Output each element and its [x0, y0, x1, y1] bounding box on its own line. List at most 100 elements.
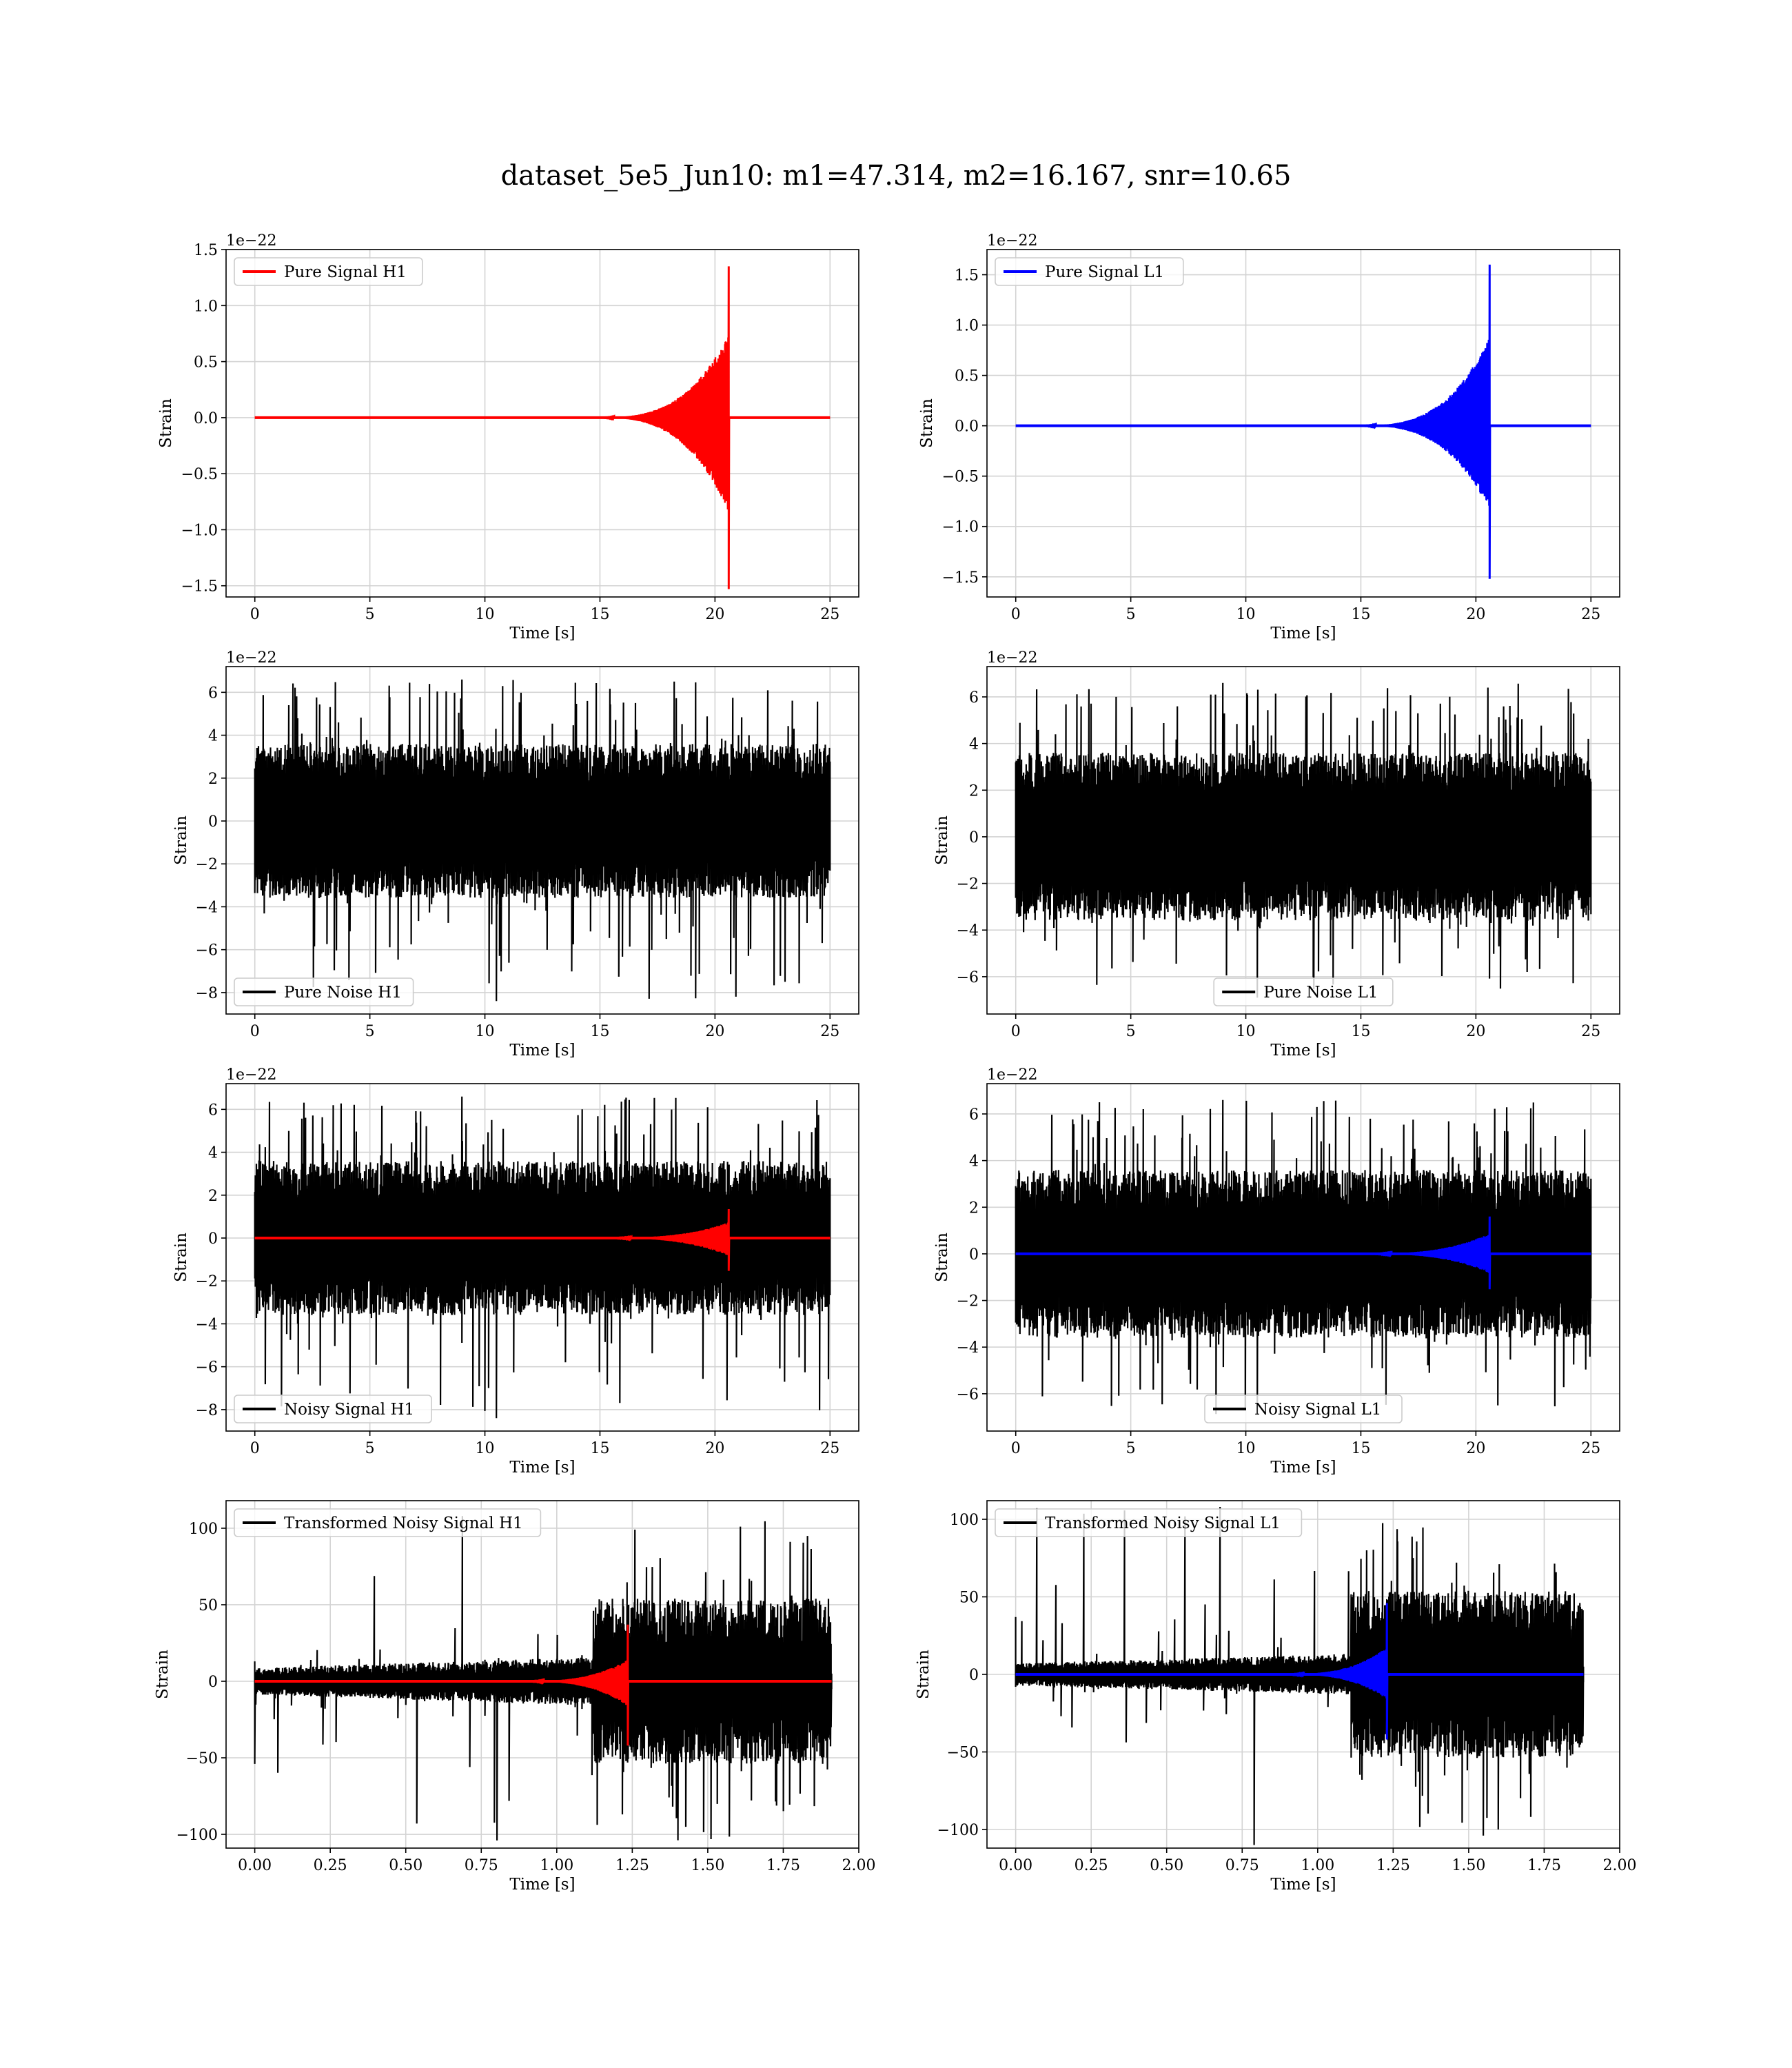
- y-tick-label: 1.5: [194, 242, 218, 259]
- y-axis-label: Strain: [172, 815, 190, 865]
- y-tick-label: 0: [969, 1667, 979, 1684]
- plot-area: [254, 266, 831, 589]
- x-tick-label: 20: [1466, 606, 1485, 623]
- legend-label: Transformed Noisy Signal H1: [284, 1514, 523, 1532]
- y-tick-label: −2: [196, 1273, 218, 1290]
- legend-box: [234, 257, 423, 286]
- legend-box: [995, 257, 1184, 286]
- x-ticks: 0.00 0.25 0.50 0.75 1.00 1.25 1.50 1.75 2.00: [238, 1848, 875, 1874]
- y-tick-label: −4: [957, 1339, 979, 1357]
- plot-area: [254, 679, 831, 1002]
- legend: Pure Signal H1: [234, 257, 423, 286]
- legend-box: [995, 1508, 1303, 1537]
- x-tick-label: 5: [365, 1023, 375, 1040]
- x-tick-label: 0.25: [314, 1857, 347, 1874]
- legend-box: [234, 1395, 432, 1423]
- y-tick-label: 1.0: [955, 318, 979, 335]
- x-tick-label: 0.25: [1075, 1857, 1108, 1874]
- axes-frame: [986, 1083, 1620, 1432]
- x-tick-label: 0.75: [465, 1857, 498, 1874]
- legend-label: Transformed Noisy Signal L1: [1045, 1514, 1281, 1532]
- x-tick-label: 25: [820, 606, 839, 623]
- legend-box: [234, 977, 414, 1006]
- y-tick-label: 0: [208, 1674, 218, 1691]
- x-tick-label: 5: [1126, 606, 1136, 623]
- x-axis-label: Time [s]: [1270, 1042, 1336, 1060]
- offset-text: 1e−22: [987, 232, 1037, 250]
- x-tick-label: 0.75: [1225, 1857, 1259, 1874]
- y-tick-label: −0.5: [181, 466, 218, 483]
- x-tick-label: 5: [1126, 1023, 1136, 1040]
- legend: Noisy Signal L1: [1204, 1395, 1403, 1423]
- y-tick-label: 0.0: [955, 418, 979, 436]
- x-axis-label: Time [s]: [509, 1459, 575, 1477]
- axes-frame: [225, 249, 859, 598]
- y-tick-label: −1.5: [942, 569, 979, 587]
- x-tick-label: 15: [1351, 1440, 1370, 1457]
- y-ticks: −8 −6 −4 −2 0 2 4 6: [196, 685, 226, 1002]
- plot-area: [1015, 1506, 1585, 1845]
- offset-text: 1e−22: [987, 1066, 1037, 1084]
- pure-noise-h1-line: [254, 679, 831, 1002]
- x-ticks: 0 5 10 15 20 25: [250, 597, 839, 623]
- y-tick-label: 0: [969, 1246, 979, 1264]
- x-tick-label: 1.75: [766, 1857, 800, 1874]
- x-tick-label: 5: [1126, 1440, 1136, 1457]
- legend-box: [1213, 977, 1394, 1006]
- x-axis-label: Time [s]: [1270, 1876, 1336, 1894]
- y-tick-label: 2: [208, 771, 218, 788]
- y-axis-label: Strain: [915, 1650, 933, 1699]
- legend-label: Noisy Signal H1: [284, 1401, 414, 1419]
- x-ticks: 0 5 10 15 20 25: [1011, 1431, 1600, 1457]
- x-tick-label: 25: [820, 1440, 839, 1457]
- x-tick-label: 15: [590, 1440, 609, 1457]
- subplot-0: 0 5 10 15 20 25 −1.5 −1.0 −0.5 0.0 0.5 1.0 1.5 Time […: [157, 232, 859, 642]
- subplot-7: 0.00 0.25 0.50 0.75 1.00 1.25 1.50 1.75 2.00 −100…: [915, 1500, 1636, 1894]
- y-tick-label: 4: [969, 736, 979, 753]
- legend: Pure Noise H1: [234, 977, 414, 1006]
- offset-text: 1e−22: [987, 649, 1037, 667]
- x-tick-label: 20: [1466, 1023, 1485, 1040]
- x-tick-label: 15: [1351, 1023, 1370, 1040]
- x-tick-label: 5: [365, 606, 375, 623]
- y-tick-label: 50: [959, 1590, 979, 1607]
- x-tick-label: 10: [1236, 1440, 1256, 1457]
- x-tick-label: 20: [705, 1440, 724, 1457]
- y-tick-label: 6: [208, 685, 218, 702]
- x-tick-label: 20: [1466, 1440, 1485, 1457]
- x-tick-label: 10: [476, 1440, 495, 1457]
- y-tick-label: 0: [208, 813, 218, 831]
- y-tick-label: 1.0: [194, 298, 218, 315]
- y-tick-label: 2: [969, 782, 979, 800]
- axes-frame: [986, 249, 1620, 598]
- plot-area: [254, 1096, 831, 1419]
- legend-label: Pure Signal L1: [1045, 263, 1164, 281]
- x-tick-label: 1.00: [1301, 1857, 1334, 1874]
- plot-area: [1015, 682, 1592, 998]
- y-tick-label: 100: [950, 1512, 979, 1529]
- y-axis-label: Strain: [918, 398, 936, 448]
- legend: Transformed Noisy Signal L1: [995, 1508, 1303, 1537]
- y-tick-label: −50: [186, 1750, 218, 1767]
- legend-label: Noisy Signal L1: [1254, 1401, 1381, 1419]
- legend: Noisy Signal H1: [234, 1395, 432, 1423]
- x-tick-label: 0.00: [999, 1857, 1032, 1874]
- y-tick-label: −6: [957, 1386, 979, 1403]
- x-tick-label: 1.25: [1376, 1857, 1410, 1874]
- legend-label: Pure Noise H1: [284, 984, 402, 1002]
- x-tick-label: 1.25: [615, 1857, 649, 1874]
- y-tick-label: 0.5: [955, 368, 979, 385]
- y-tick-label: 2: [208, 1188, 218, 1205]
- x-tick-label: 0: [250, 1023, 260, 1040]
- x-tick-label: 20: [705, 606, 724, 623]
- y-tick-label: 2: [969, 1199, 979, 1217]
- plot-area: [1015, 264, 1591, 579]
- y-tick-label: 100: [189, 1521, 218, 1538]
- noisy-signal-h1-line: [254, 1096, 831, 1419]
- x-tick-label: 10: [476, 606, 495, 623]
- y-tick-label: −1.0: [181, 522, 218, 539]
- y-ticks: −6 −4 −2 0 2 4 6: [957, 1106, 987, 1403]
- x-tick-label: 10: [1236, 1023, 1256, 1040]
- x-ticks: 0 5 10 15 20 25: [250, 1431, 839, 1457]
